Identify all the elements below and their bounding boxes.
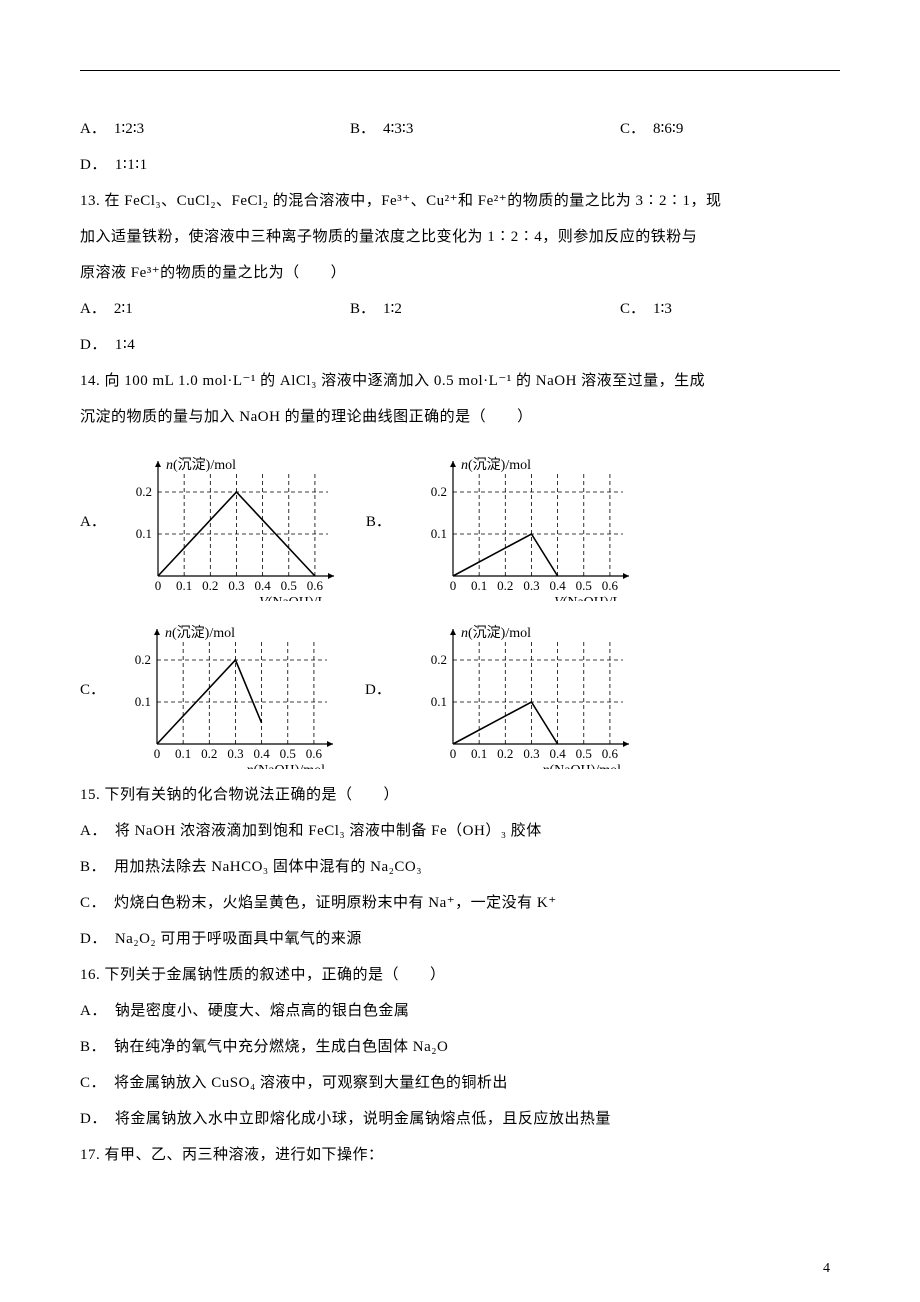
q14-chart-c: 0 0.1 0.2 0.3 0.4 0.5 0.6 0.1 0.2 n(沉淀)/mol n(NaOH… <box>115 609 345 769</box>
svg-text:0.2: 0.2 <box>202 578 218 593</box>
svg-text:V(NaOH)/L: V(NaOH)/L <box>554 595 621 601</box>
q15-b: B．用加热法除去 NaHCO₃ 固体中混有的 Na₂CO₃ <box>80 849 840 885</box>
q15-a: A．将 NaOH 浓溶液滴加到饱和 FeCl₃ 溶液中制备 Fe（OH）₃ 胶体 <box>80 813 840 849</box>
q14-row-ab: A． 0 0.1 0.2 0.3 0.4 0.5 0.6 0.1 0.2 n(沉淀)/mol V(N… <box>80 441 840 601</box>
svg-text:0: 0 <box>450 746 457 761</box>
q16-c: C．将金属钠放入 CuSO₄ 溶液中，可观察到大量红色的铜析出 <box>80 1065 840 1101</box>
svg-text:0.2: 0.2 <box>136 484 152 499</box>
svg-text:0: 0 <box>450 578 457 593</box>
q13-stem-3: 原溶液 Fe³⁺的物质的量之比为（ ） <box>80 255 840 291</box>
q13-options-row1: A． 2∶1 B． 1∶2 C． 1∶3 <box>80 291 840 327</box>
q13-opt-c: 1∶3 <box>653 291 672 327</box>
opt-label: A． <box>80 111 106 147</box>
svg-text:0: 0 <box>154 746 161 761</box>
opt-label: C． <box>620 111 645 147</box>
svg-text:0.5: 0.5 <box>576 746 592 761</box>
q16-d-text: 将金属钠放入水中立即熔化成小球，说明金属钠熔点低，且反应放出热量 <box>115 1111 611 1127</box>
top-rule <box>80 70 840 71</box>
svg-text:0.2: 0.2 <box>497 746 513 761</box>
q16-b: B．钠在纯净的氧气中充分燃烧，生成白色固体 Na₂O <box>80 1029 840 1065</box>
opt-label: A． <box>80 291 106 327</box>
opt-label: B． <box>350 291 375 327</box>
q16-a: A．钠是密度小、硬度大、熔点高的银白色金属 <box>80 993 840 1029</box>
q16-c-text: 将金属钠放入 CuSO₄ 溶液中，可观察到大量红色的铜析出 <box>114 1075 508 1091</box>
q12-opt-c: 8∶6∶9 <box>653 111 683 147</box>
svg-text:0.6: 0.6 <box>602 578 619 593</box>
q15-stem: 15. 下列有关钠的化合物说法正确的是（ ） <box>80 777 840 813</box>
svg-text:0.5: 0.5 <box>280 746 296 761</box>
svg-text:0.6: 0.6 <box>307 578 324 593</box>
q15-b-text: 用加热法除去 NaHCO₃ 固体中混有的 Na₂CO₃ <box>114 859 422 875</box>
q12-opt-b: 4∶3∶3 <box>383 111 413 147</box>
q14-chart-d: 0 0.1 0.2 0.3 0.4 0.5 0.6 0.1 0.2 n(沉淀)/mol n(NaOH… <box>411 609 641 769</box>
svg-text:n(NaOH)/mol: n(NaOH)/mol <box>542 763 621 769</box>
q13-opt-b: 1∶2 <box>383 291 402 327</box>
svg-text:0.2: 0.2 <box>431 652 447 667</box>
q13-opt-a: 2∶1 <box>114 291 133 327</box>
svg-text:0.2: 0.2 <box>497 578 513 593</box>
svg-text:n(沉淀)/mol: n(沉淀)/mol <box>461 457 531 473</box>
page-number: 4 <box>823 1261 830 1277</box>
svg-text:0.1: 0.1 <box>135 694 151 709</box>
q16-b-text: 钠在纯净的氧气中充分燃烧，生成白色固体 Na₂O <box>114 1039 448 1055</box>
q13-stem-2: 加入适量铁粉，使溶液中三种离子物质的量浓度之比变化为 1∶2∶4，则参加反应的铁… <box>80 219 840 255</box>
svg-text:0.4: 0.4 <box>549 746 566 761</box>
svg-text:n(沉淀)/mol: n(沉淀)/mol <box>166 457 236 473</box>
svg-text:0.1: 0.1 <box>431 526 447 541</box>
q14-chart-b: 0 0.1 0.2 0.3 0.4 0.5 0.6 0.1 0.2 n(沉淀)/mol V(NaOH… <box>411 441 641 601</box>
q14-label-d: D． <box>365 678 391 699</box>
svg-text:0.1: 0.1 <box>471 746 487 761</box>
svg-text:0.1: 0.1 <box>175 746 191 761</box>
q14-label-a: A． <box>80 510 106 531</box>
svg-text:V(NaOH)/L: V(NaOH)/L <box>259 595 326 601</box>
svg-text:0: 0 <box>155 578 162 593</box>
svg-text:0.4: 0.4 <box>254 578 271 593</box>
svg-text:0.3: 0.3 <box>228 578 244 593</box>
opt-label: B． <box>350 111 375 147</box>
svg-text:0.1: 0.1 <box>431 694 447 709</box>
q15-c: C．灼烧白色粉末，火焰呈黄色，证明原粉末中有 Na⁺，一定没有 K⁺ <box>80 885 840 921</box>
q14-chart-a: 0 0.1 0.2 0.3 0.4 0.5 0.6 0.1 0.2 n(沉淀)/mol V(NaOH… <box>116 441 346 601</box>
svg-text:0.1: 0.1 <box>136 526 152 541</box>
q12-opt-d: 1∶1∶1 <box>115 157 148 173</box>
q14-label-c: C． <box>80 678 105 699</box>
q14-label-b: B． <box>366 510 391 531</box>
svg-text:0.3: 0.3 <box>523 746 539 761</box>
q17-stem: 17. 有甲、乙、丙三种溶液，进行如下操作： <box>80 1137 840 1173</box>
svg-text:0.4: 0.4 <box>254 746 271 761</box>
svg-text:n(沉淀)/mol: n(沉淀)/mol <box>461 625 531 641</box>
svg-text:0.6: 0.6 <box>306 746 323 761</box>
svg-text:n(NaOH)/mol: n(NaOH)/mol <box>246 763 325 769</box>
svg-text:0.2: 0.2 <box>201 746 217 761</box>
svg-text:n(沉淀)/mol: n(沉淀)/mol <box>165 625 235 641</box>
q13-opt-d-row: D．1∶4 <box>80 327 840 363</box>
q13-stem-1: 13. 在 FeCl₃、CuCl₂、FeCl₂ 的混合溶液中，Fe³⁺、Cu²⁺… <box>80 183 840 219</box>
svg-text:0.6: 0.6 <box>602 746 619 761</box>
q12-opt-d-row: D．1∶1∶1 <box>80 147 840 183</box>
q12-options-row1: A． 1∶2∶3 B． 4∶3∶3 C． 8∶6∶9 <box>80 111 840 147</box>
q16-stem: 16. 下列关于金属钠性质的叙述中，正确的是（ ） <box>80 957 840 993</box>
q15-d-text: Na₂O₂ 可用于呼吸面具中氧气的来源 <box>115 931 362 947</box>
svg-text:0.1: 0.1 <box>176 578 192 593</box>
svg-text:0.5: 0.5 <box>576 578 592 593</box>
svg-text:0.1: 0.1 <box>471 578 487 593</box>
svg-text:0.2: 0.2 <box>431 484 447 499</box>
q15-c-text: 灼烧白色粉末，火焰呈黄色，证明原粉末中有 Na⁺，一定没有 K⁺ <box>114 895 557 911</box>
q16-d: D．将金属钠放入水中立即熔化成小球，说明金属钠熔点低，且反应放出热量 <box>80 1101 840 1137</box>
svg-text:0.3: 0.3 <box>227 746 243 761</box>
svg-text:0.3: 0.3 <box>523 578 539 593</box>
svg-text:0.5: 0.5 <box>280 578 296 593</box>
q16-a-text: 钠是密度小、硬度大、熔点高的银白色金属 <box>115 1003 410 1019</box>
q14-stem-1: 14. 向 100 mL 1.0 mol·L⁻¹ 的 AlCl₃ 溶液中逐滴加入… <box>80 363 840 399</box>
opt-label: C． <box>620 291 645 327</box>
q14-stem-2: 沉淀的物质的量与加入 NaOH 的量的理论曲线图正确的是（ ） <box>80 399 840 435</box>
q12-opt-a: 1∶2∶3 <box>114 111 144 147</box>
q14-row-cd: C． 0 0.1 0.2 0.3 0.4 0.5 0.6 0.1 0.2 n(沉淀)/mol n(N… <box>80 609 840 769</box>
svg-text:0.2: 0.2 <box>135 652 151 667</box>
q15-d: D．Na₂O₂ 可用于呼吸面具中氧气的来源 <box>80 921 840 957</box>
svg-text:0.4: 0.4 <box>549 578 566 593</box>
q15-a-text: 将 NaOH 浓溶液滴加到饱和 FeCl₃ 溶液中制备 Fe（OH）₃ 胶体 <box>115 823 542 839</box>
q13-opt-d: 1∶4 <box>115 337 135 353</box>
